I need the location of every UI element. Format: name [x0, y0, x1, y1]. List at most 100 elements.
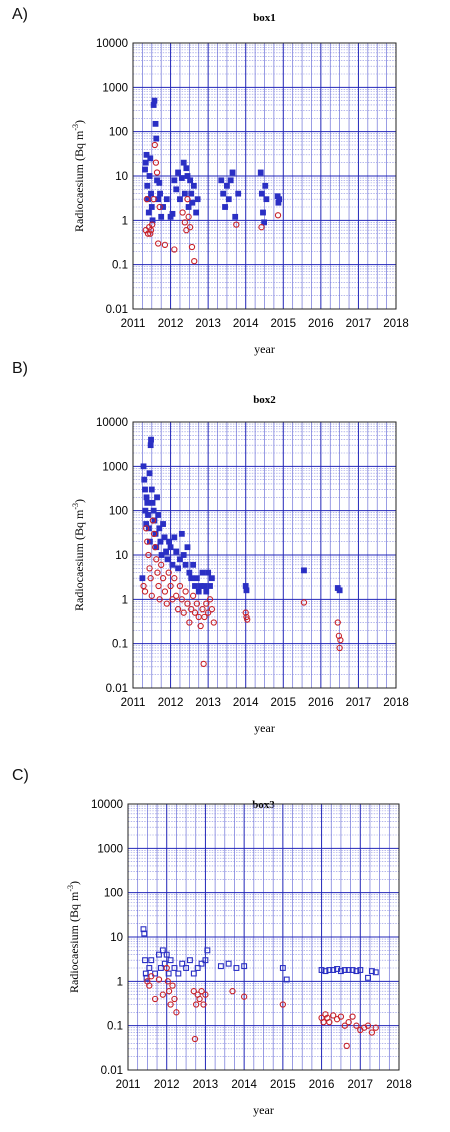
data-point — [198, 960, 205, 967]
data-point — [200, 1001, 207, 1008]
y-tick-label: 10000 — [96, 38, 128, 50]
x-tick-label: 2012 — [154, 1079, 180, 1091]
data-point — [148, 486, 155, 493]
data-point — [337, 968, 344, 975]
data-point — [146, 565, 153, 572]
data-point — [160, 521, 166, 527]
data-point — [300, 599, 308, 606]
data-point — [156, 203, 163, 211]
x-tick-label: 2012 — [158, 318, 184, 330]
data-point — [150, 196, 157, 203]
data-point — [180, 552, 187, 558]
data-point — [193, 575, 200, 582]
data-point — [283, 976, 290, 983]
data-point — [173, 1009, 180, 1016]
data-point — [157, 538, 164, 545]
data-point — [188, 190, 195, 197]
data-point — [258, 224, 265, 231]
data-point — [242, 609, 249, 616]
y-axis-title: Radiocaesium (Bq m-3) — [71, 499, 86, 611]
data-point — [190, 561, 197, 568]
data-point — [203, 588, 210, 595]
data-point — [151, 141, 158, 149]
y-axis-title-sup: -3 — [71, 124, 80, 131]
data-point — [241, 963, 248, 970]
data-point — [193, 209, 200, 216]
data-point — [274, 212, 282, 219]
data-point — [141, 930, 148, 937]
data-point — [161, 241, 169, 248]
data-point — [175, 970, 182, 977]
data-point — [145, 551, 152, 559]
data-point — [190, 970, 197, 977]
series-open-circle — [140, 517, 344, 668]
data-point — [184, 544, 191, 551]
data-point — [140, 463, 147, 470]
data-point — [235, 190, 242, 197]
data-point — [276, 196, 283, 203]
data-point — [151, 995, 159, 1003]
data-point — [217, 963, 224, 970]
series-open-square — [140, 926, 379, 983]
data-point — [345, 967, 352, 973]
data-point — [159, 947, 166, 954]
data-point — [186, 224, 194, 231]
data-point — [240, 993, 248, 1000]
data-point — [372, 969, 379, 976]
data-point — [153, 556, 160, 563]
y-tick-label: 100 — [104, 888, 123, 900]
data-point — [330, 967, 337, 973]
data-point — [164, 978, 172, 985]
data-point — [156, 525, 163, 532]
data-point — [183, 227, 190, 234]
data-point — [169, 982, 176, 989]
data-point — [201, 613, 208, 621]
plot-frame — [132, 421, 397, 689]
data-point — [180, 159, 187, 166]
x-axis-title: year — [253, 1103, 274, 1117]
data-point — [182, 561, 189, 568]
y-axis-title-sup: -3 — [71, 503, 80, 510]
data-point — [192, 1001, 200, 1008]
x-tick-label: 2015 — [270, 318, 296, 330]
data-point — [148, 204, 155, 210]
y-axis-title-sup: -3 — [66, 885, 75, 892]
data-point — [188, 243, 196, 251]
y-tick-label: 10 — [110, 932, 123, 944]
data-point — [180, 609, 187, 616]
data-point — [225, 960, 232, 967]
data-point — [159, 575, 167, 582]
data-point — [203, 600, 210, 607]
data-point — [143, 151, 150, 158]
data-point — [148, 190, 154, 197]
data-point — [183, 965, 190, 971]
data-point — [191, 1035, 199, 1043]
data-point — [142, 159, 149, 166]
data-point — [353, 1022, 360, 1029]
data-point — [157, 965, 164, 971]
data-point — [364, 1022, 372, 1029]
data-point — [183, 165, 190, 172]
data-point — [199, 569, 206, 576]
y-tick-label: 1000 — [102, 82, 128, 94]
data-point — [174, 606, 182, 613]
y-tick-label: 0.01 — [101, 1065, 123, 1077]
y-tick-label: 1 — [122, 215, 128, 227]
data-point — [188, 606, 195, 613]
data-point — [341, 967, 348, 973]
data-point — [145, 209, 152, 216]
data-point — [326, 1019, 333, 1026]
data-point — [169, 210, 176, 217]
data-point — [146, 173, 153, 179]
data-point — [148, 436, 154, 443]
data-point — [147, 575, 154, 582]
data-point — [185, 204, 192, 210]
y-tick-label: 0.01 — [106, 683, 128, 695]
data-point — [191, 258, 198, 265]
data-point — [146, 470, 153, 477]
data-point — [152, 544, 159, 551]
data-point — [198, 988, 205, 995]
data-point — [163, 600, 170, 607]
data-point — [197, 622, 204, 630]
data-point — [184, 600, 191, 607]
